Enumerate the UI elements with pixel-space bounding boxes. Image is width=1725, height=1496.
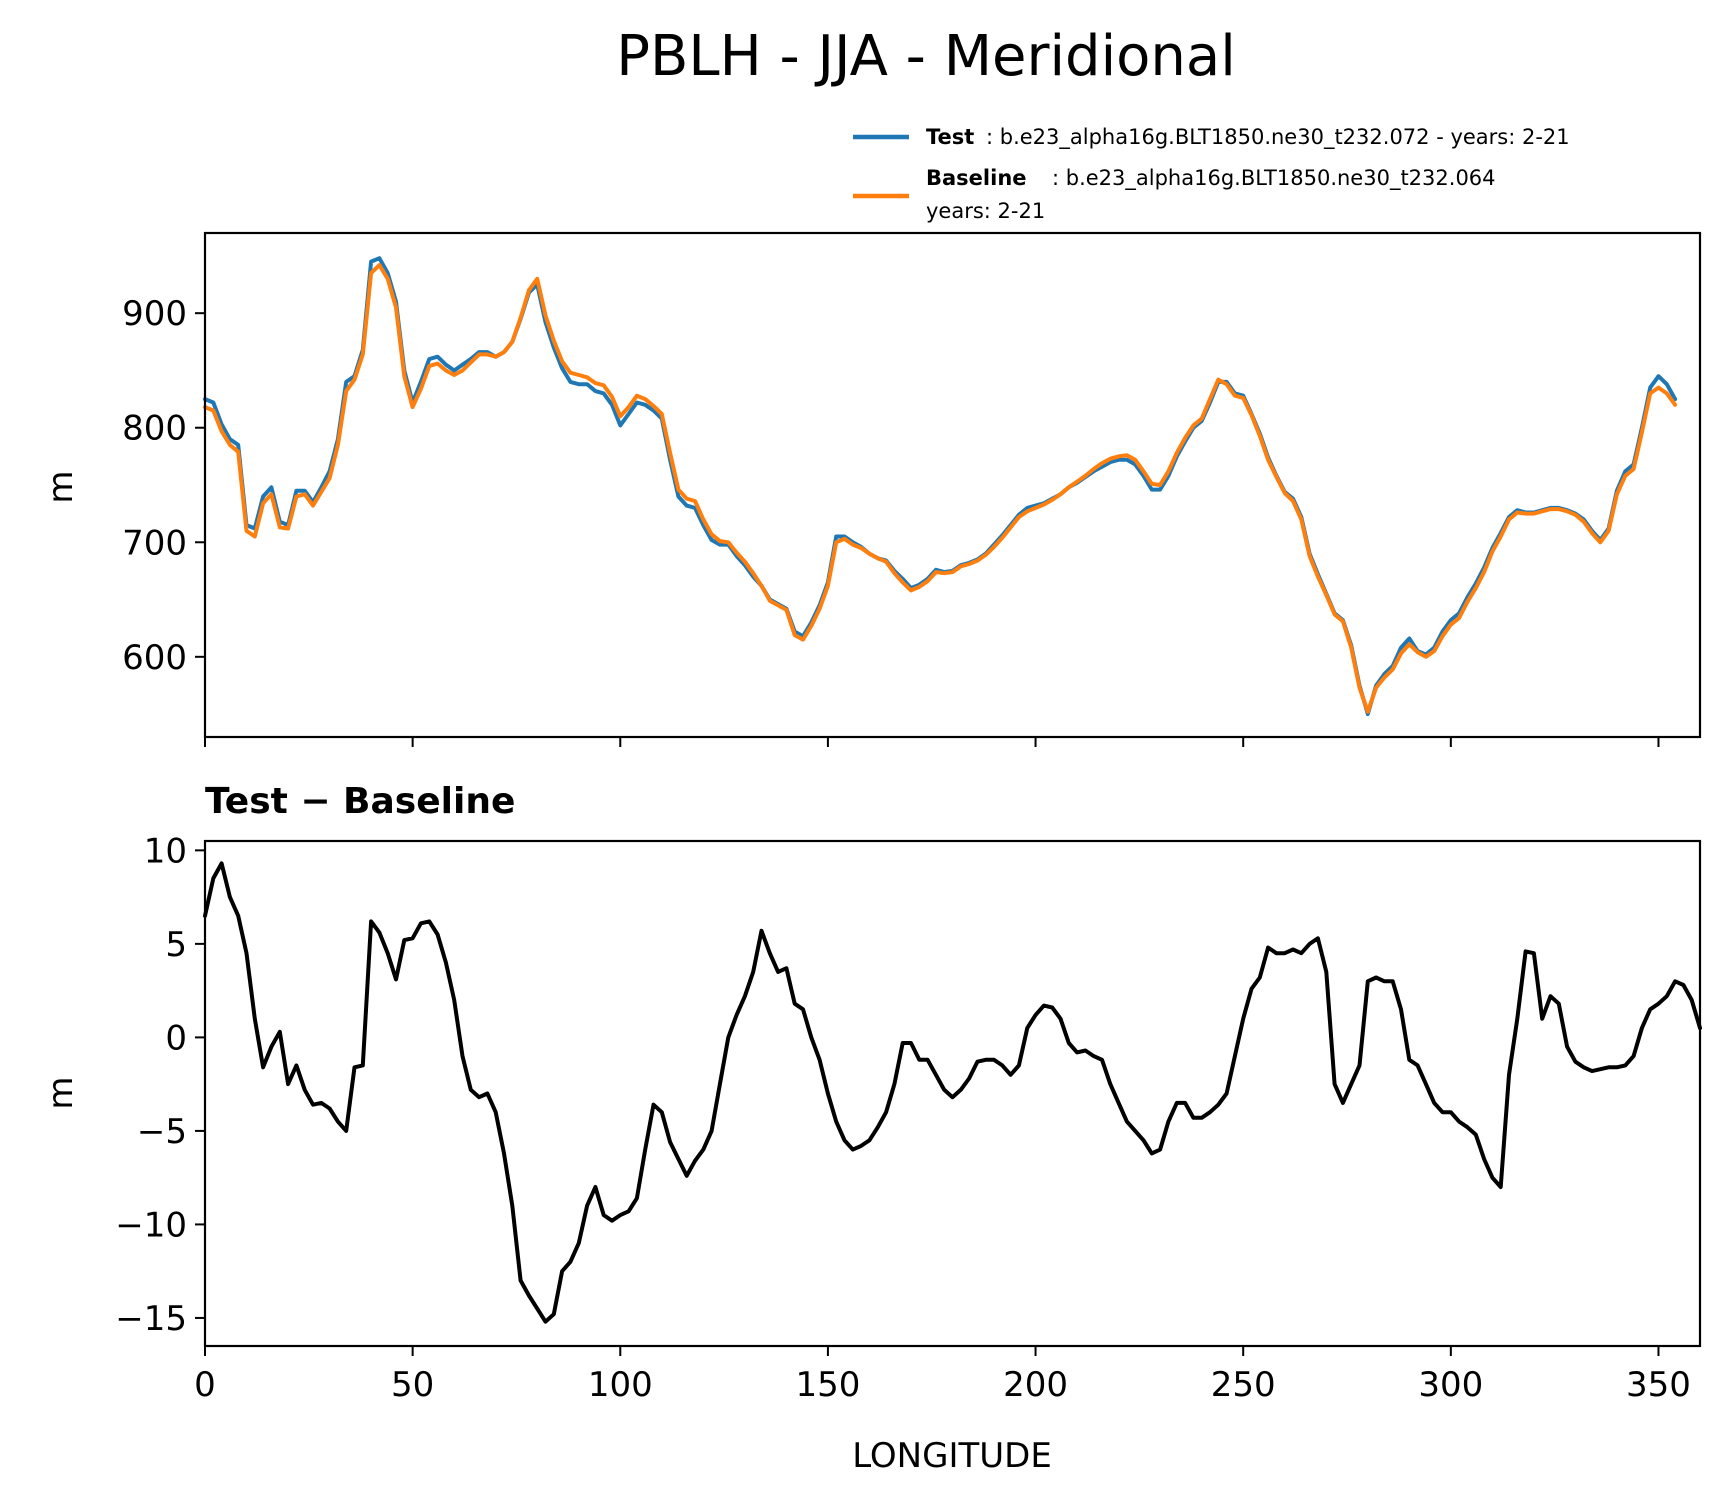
xtick-label: 100 bbox=[588, 1365, 653, 1405]
top-panel-yticks: 600 700 800 900 bbox=[122, 294, 205, 678]
xtick-label: 350 bbox=[1626, 1365, 1691, 1405]
xtick-label: 300 bbox=[1418, 1365, 1483, 1405]
series-line-test-baseline bbox=[203, 861, 1702, 1324]
ytick-label: 800 bbox=[122, 409, 187, 449]
bottom-panel-xticks: 0 50 100 150 200 250 300 350 bbox=[194, 1346, 1691, 1405]
legend-baseline-name: Baseline bbox=[926, 166, 1027, 190]
x-axis-label: LONGITUDE bbox=[852, 1436, 1052, 1476]
top-panel-frame bbox=[203, 231, 1702, 739]
series-line-baseline bbox=[203, 263, 1678, 714]
ytick-label: 5 bbox=[165, 925, 187, 965]
bottom-panel-ylabel: m bbox=[41, 1076, 81, 1109]
top-panel-lines bbox=[203, 256, 1678, 717]
top-panel-ylabel: m bbox=[41, 470, 81, 503]
ytick-label: 900 bbox=[122, 294, 187, 334]
bottom-panel-yticks: −15 −10 −5 0 5 10 bbox=[115, 831, 205, 1339]
ytick-label: 10 bbox=[144, 831, 187, 871]
xtick-label: 150 bbox=[795, 1365, 860, 1405]
bottom-panel: Test − Baseline −15 −10 −5 0 5 10 0 50 100 150 20… bbox=[41, 781, 1702, 1476]
ytick-label: 600 bbox=[122, 638, 187, 678]
ytick-label: 700 bbox=[122, 523, 187, 563]
xtick-label: 200 bbox=[1003, 1365, 1068, 1405]
ytick-label: −15 bbox=[115, 1299, 187, 1339]
legend-test-desc: : b.e23_alpha16g.BLT1850.ne30_t232.072 -… bbox=[986, 125, 1570, 150]
bottom-panel-title: Test − Baseline bbox=[205, 781, 515, 822]
ytick-label: 0 bbox=[165, 1018, 187, 1058]
bottom-panel-frame bbox=[203, 839, 1702, 1348]
legend-baseline-years: years: 2-21 bbox=[926, 199, 1045, 223]
legend: Test : b.e23_alpha16g.BLT1850.ne30_t232.… bbox=[853, 125, 1570, 223]
xtick-label: 0 bbox=[194, 1365, 216, 1405]
legend-test-name: Test bbox=[926, 125, 974, 149]
xtick-label: 50 bbox=[391, 1365, 434, 1405]
legend-baseline-desc: : b.e23_alpha16g.BLT1850.ne30_t232.064 bbox=[1052, 166, 1496, 191]
figure-title: PBLH - JJA - Meridional bbox=[616, 24, 1236, 89]
top-panel: 600 700 800 900 m bbox=[41, 231, 1702, 747]
xtick-label: 250 bbox=[1211, 1365, 1276, 1405]
bottom-panel-lines bbox=[203, 861, 1702, 1324]
ytick-label: −5 bbox=[137, 1112, 187, 1152]
top-panel-xticks bbox=[204, 737, 1660, 747]
ytick-label: −10 bbox=[115, 1205, 187, 1245]
